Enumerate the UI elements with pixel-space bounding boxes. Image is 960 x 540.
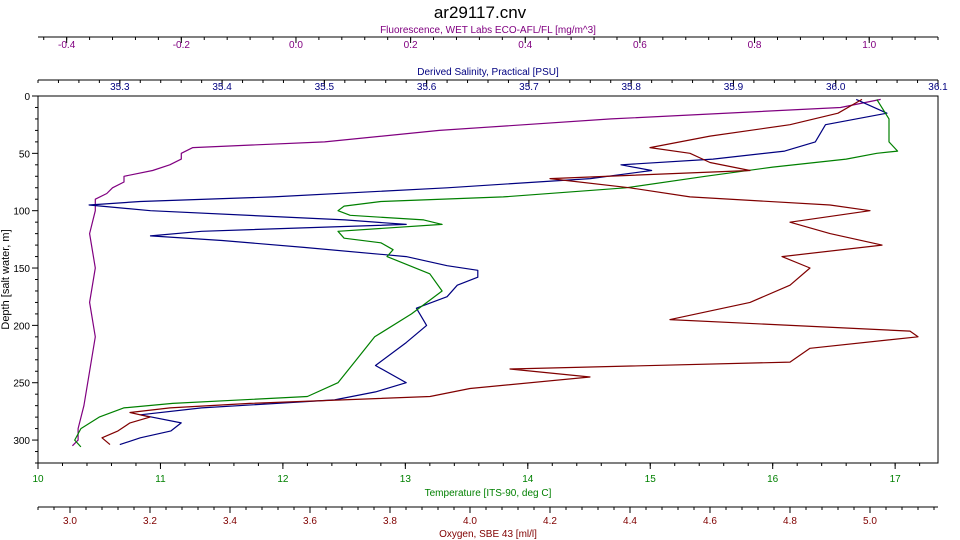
oxygen-tick-label: 3.2	[143, 516, 157, 527]
oxygen-axis: 3.0 3.2 3.4 3.6 3.8 4.0 4.2 4.4 4.6 4.8 5.0 Oxygen,…	[37, 506, 938, 540]
fluorescence-tick-label: -0.4	[58, 40, 76, 51]
oxygen-axis-label: Oxygen, SBE 43 [ml/l]	[439, 529, 537, 540]
oxygen-tick-label: 4.8	[783, 516, 797, 527]
depth-axis-label: Depth [salt water, m]	[0, 229, 12, 329]
depth-tick-label: 50	[19, 149, 31, 160]
oxygen-tick-label: 4.0	[463, 516, 477, 527]
depth-tick-label: 0	[24, 92, 30, 103]
fluorescence-tick-label: 0.0	[289, 40, 303, 51]
salinity-tick-label: 35.3	[110, 82, 130, 93]
salinity-tick-label: 35.8	[621, 82, 641, 93]
fluorescence-axis-label: Fluorescence, WET Labs ECO-AFL/FL [mg/m^…	[380, 25, 596, 36]
fluorescence-series-line	[71, 98, 881, 447]
temperature-axis-label: Temperature [ITS-90, deg C]	[425, 488, 552, 499]
fluorescence-axis: -0.4 -0.2 0.0 0.2 0.4 0.6 0.8 1.0 Fluorescence, …	[38, 25, 939, 51]
oxygen-series-line	[101, 98, 919, 446]
temperature-tick-label: 11	[155, 474, 166, 485]
temperature-tick-label: 14	[522, 474, 534, 485]
salinity-tick-label: 35.6	[417, 82, 437, 93]
salinity-tick-label: 35.5	[315, 82, 335, 93]
plot-frame	[37, 95, 939, 464]
oxygen-tick-label: 3.8	[383, 516, 397, 527]
depth-axis: 0 50 100 150 200 250 300 Depth [salt water, m]	[0, 92, 38, 464]
series-layer	[71, 98, 919, 448]
temperature-tick-label: 17	[890, 474, 902, 485]
oxygen-tick-label: 3.6	[303, 516, 317, 527]
fluorescence-tick-label: 0.4	[518, 40, 532, 51]
fluorescence-tick-label: 0.6	[633, 40, 647, 51]
oxygen-tick-label: 4.6	[703, 516, 717, 527]
chart-title: ar29117.cnv	[434, 3, 527, 22]
oxygen-tick-label: 4.4	[623, 516, 637, 527]
salinity-tick-label: 35.7	[519, 82, 539, 93]
salinity-tick-label: 36.0	[826, 82, 846, 93]
oxygen-tick-label: 3.4	[223, 516, 237, 527]
temperature-series-line	[74, 99, 899, 448]
fluorescence-tick-label: 0.2	[404, 40, 418, 51]
depth-tick-label: 100	[13, 207, 30, 218]
oxygen-tick-label: 4.2	[543, 516, 557, 527]
fluorescence-tick-label: -0.2	[173, 40, 191, 51]
axes-layer: -0.4 -0.2 0.0 0.2 0.4 0.6 0.8 1.0 Fluorescence, …	[0, 25, 948, 540]
depth-tick-label: 300	[13, 436, 30, 447]
salinity-tick-label: 36.1	[928, 82, 948, 93]
oxygen-tick-label: 5.0	[863, 516, 877, 527]
salinity-tick-label: 35.4	[212, 82, 232, 93]
temperature-tick-label: 15	[645, 474, 657, 485]
depth-tick-label: 150	[13, 264, 30, 275]
temperature-tick-label: 13	[400, 474, 412, 485]
fluorescence-tick-label: 0.8	[748, 40, 762, 51]
salinity-axis-label: Derived Salinity, Practical [PSU]	[417, 67, 559, 78]
fluorescence-tick-label: 1.0	[862, 40, 876, 51]
salinity-tick-label: 35.9	[724, 82, 744, 93]
depth-tick-label: 200	[13, 321, 30, 332]
salinity-axis: 35.3 35.4 35.5 35.6 35.7 35.8 35.9 36.0 36.1 Deri…	[37, 67, 948, 93]
temperature-tick-label: 16	[767, 474, 779, 485]
salinity-series-line	[88, 98, 888, 446]
temperature-tick-label: 10	[32, 474, 44, 485]
temperature-tick-label: 12	[277, 474, 289, 485]
depth-tick-label: 250	[13, 379, 30, 390]
oxygen-tick-label: 3.0	[63, 516, 77, 527]
